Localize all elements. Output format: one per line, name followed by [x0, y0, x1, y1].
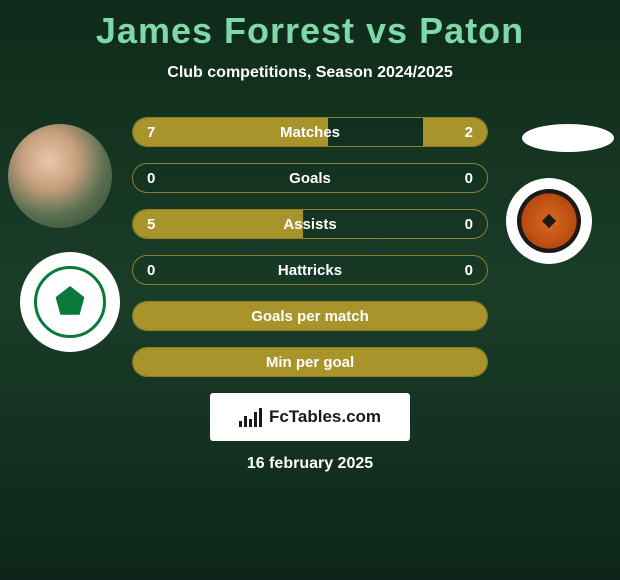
- chart-icon: [239, 407, 263, 427]
- branding-text: FcTables.com: [269, 407, 381, 427]
- subtitle: Club competitions, Season 2024/2025: [0, 64, 620, 82]
- player-avatar-left: [8, 124, 112, 228]
- stat-row-hattricks: 0 Hattricks 0: [132, 255, 488, 285]
- stat-value-right: 0: [465, 210, 473, 238]
- page-title: James Forrest vs Paton: [0, 10, 620, 52]
- stat-row-min-per-goal: Min per goal: [132, 347, 488, 377]
- stat-label: Assists: [133, 210, 487, 238]
- stats-panel: 7 Matches 2 0 Goals 0 5 Assists 0 0 Hatt…: [132, 117, 488, 377]
- stat-label: Matches: [133, 118, 487, 146]
- date-label: 16 february 2025: [0, 455, 620, 473]
- dundee-united-crest-icon: [517, 189, 581, 253]
- comparison-card: James Forrest vs Paton Club competitions…: [0, 0, 620, 473]
- stat-label: Min per goal: [133, 348, 487, 376]
- stat-row-goals: 0 Goals 0: [132, 163, 488, 193]
- stat-row-goals-per-match: Goals per match: [132, 301, 488, 331]
- club-badge-right: [506, 178, 592, 264]
- stat-row-matches: 7 Matches 2: [132, 117, 488, 147]
- branding-badge: FcTables.com: [210, 393, 410, 441]
- player-avatar-right: [522, 124, 614, 152]
- stat-label: Goals: [133, 164, 487, 192]
- stat-label: Hattricks: [133, 256, 487, 284]
- stat-label: Goals per match: [133, 302, 487, 330]
- stat-value-right: 0: [465, 256, 473, 284]
- celtic-crest-icon: [34, 266, 106, 338]
- stat-value-right: 0: [465, 164, 473, 192]
- stat-row-assists: 5 Assists 0: [132, 209, 488, 239]
- stat-value-right: 2: [465, 118, 473, 146]
- club-badge-left: [20, 252, 120, 352]
